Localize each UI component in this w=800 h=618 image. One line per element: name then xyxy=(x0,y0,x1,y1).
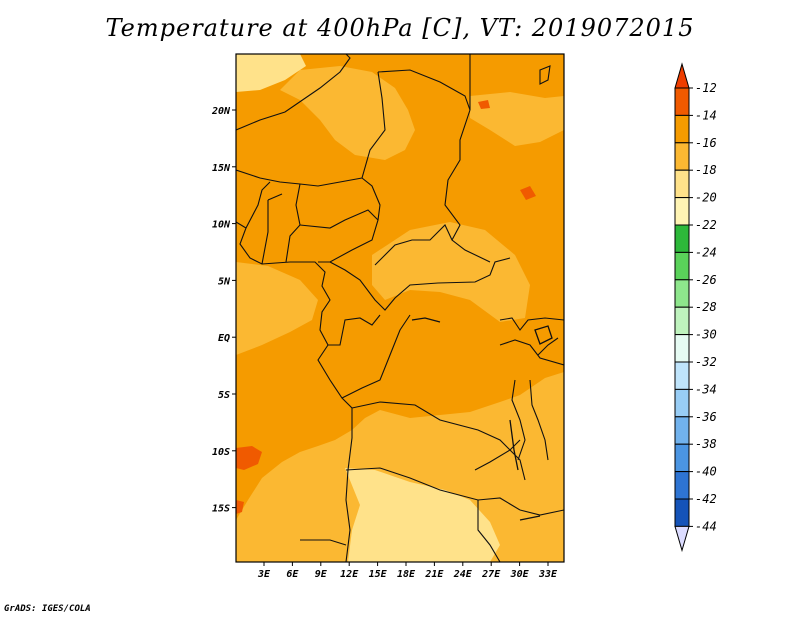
colorbar-segment xyxy=(674,443,690,473)
colorbar-label: -42 xyxy=(695,492,717,506)
colorbar-segment xyxy=(674,142,690,171)
map-panel xyxy=(236,54,564,562)
colorbar-label: -22 xyxy=(695,218,717,232)
lat-tick-label: 10S xyxy=(212,447,230,458)
field-band-minus12-c xyxy=(478,100,490,109)
colorbar-segment xyxy=(674,361,690,390)
colorbar-segment xyxy=(674,224,690,253)
colorbar-label: -24 xyxy=(695,245,717,259)
colorbar-label: -28 xyxy=(695,300,717,314)
map-frame xyxy=(235,53,565,563)
colorbar-label: -12 xyxy=(695,81,717,95)
field-band-minus16-west xyxy=(236,262,318,355)
colorbar-segment xyxy=(674,197,690,226)
colorbar-segment xyxy=(674,388,690,418)
field-band-minus18 xyxy=(345,468,500,562)
lon-tick-label: 21E xyxy=(424,569,444,580)
lon-tick-label: 30E xyxy=(510,569,530,580)
colorbar-segment xyxy=(674,169,690,199)
country-borders xyxy=(236,54,564,562)
field-band-minus18-nw xyxy=(236,54,306,92)
colorbar-label: -14 xyxy=(695,108,717,122)
colorbar: -12 -14 -16 -18 -20 -22 -24 -26 -28 -30 -32 -34 -36 -… xyxy=(674,62,717,553)
colorbar-label: -44 xyxy=(695,519,717,533)
lon-tick-label: 12E xyxy=(340,569,359,580)
colorbar-label: -16 xyxy=(695,136,717,150)
field-band-minus12-a xyxy=(236,446,262,470)
colorbar-label: -30 xyxy=(695,328,717,342)
coastline xyxy=(236,221,353,562)
colorbar-segment xyxy=(674,498,690,527)
colorbar-label: -36 xyxy=(695,410,717,424)
colorbar-segment xyxy=(674,251,690,281)
field-band-minus12-d xyxy=(520,186,536,200)
colorbar-segment xyxy=(674,334,690,363)
colorbar-segment xyxy=(674,416,690,445)
colorbar-segment xyxy=(674,114,690,144)
colorbar-segment xyxy=(674,87,690,116)
colorbar-under-arrow xyxy=(674,525,690,553)
lat-tick-label: 15N xyxy=(212,163,231,174)
lon-tick-label: 6E xyxy=(286,569,299,580)
colorbar-segment xyxy=(674,471,690,500)
grads-credit: GrADS: IGES/COLA xyxy=(4,604,91,614)
colorbar-over-arrow xyxy=(674,62,690,89)
lon-tick-label: 27E xyxy=(481,569,501,580)
lon-tick-label: 3E xyxy=(257,569,271,580)
lon-tick-label: 18E xyxy=(397,569,416,580)
lat-tick-label: 10N xyxy=(212,220,231,231)
lon-tick-label: 33E xyxy=(538,569,558,580)
colorbar-label: -32 xyxy=(695,355,717,369)
lon-tick-label: 9E xyxy=(315,569,328,580)
field-band-minus16-central xyxy=(372,222,530,322)
colorbar-label: -34 xyxy=(695,382,717,396)
colorbar-label: -20 xyxy=(695,191,717,205)
field-band-minus16-ne xyxy=(280,66,415,160)
lake-outlines xyxy=(411,317,553,521)
map-title: Temperature at 400hPa [C], VT: 201907201… xyxy=(105,14,695,42)
colorbar-segment xyxy=(674,279,690,308)
lat-tick-label: 20N xyxy=(211,106,231,117)
latitude-axis: 20N 15N 10N 5N EQ 5S 10S 15S xyxy=(211,106,236,515)
lat-tick-label: 15S xyxy=(212,504,230,515)
colorbar-label: -18 xyxy=(695,163,717,177)
lat-tick-label: EQ xyxy=(218,333,230,344)
lat-tick-label: 5S xyxy=(218,390,230,401)
colorbar-label: -40 xyxy=(695,465,717,479)
colorbar-segment xyxy=(674,306,690,336)
colorbar-label: -38 xyxy=(695,437,717,451)
lat-tick-label: 5N xyxy=(218,276,231,287)
field-band-minus16-ne2 xyxy=(470,92,564,146)
field-band-minus12-b xyxy=(236,500,244,514)
lon-tick-label: 24E xyxy=(453,569,473,580)
lon-tick-label: 15E xyxy=(369,569,388,580)
longitude-axis: 3E 6E 9E 12E 15E 18E 21E 24E 27E 30E 33E xyxy=(257,562,558,580)
colorbar-label: -26 xyxy=(695,273,717,287)
